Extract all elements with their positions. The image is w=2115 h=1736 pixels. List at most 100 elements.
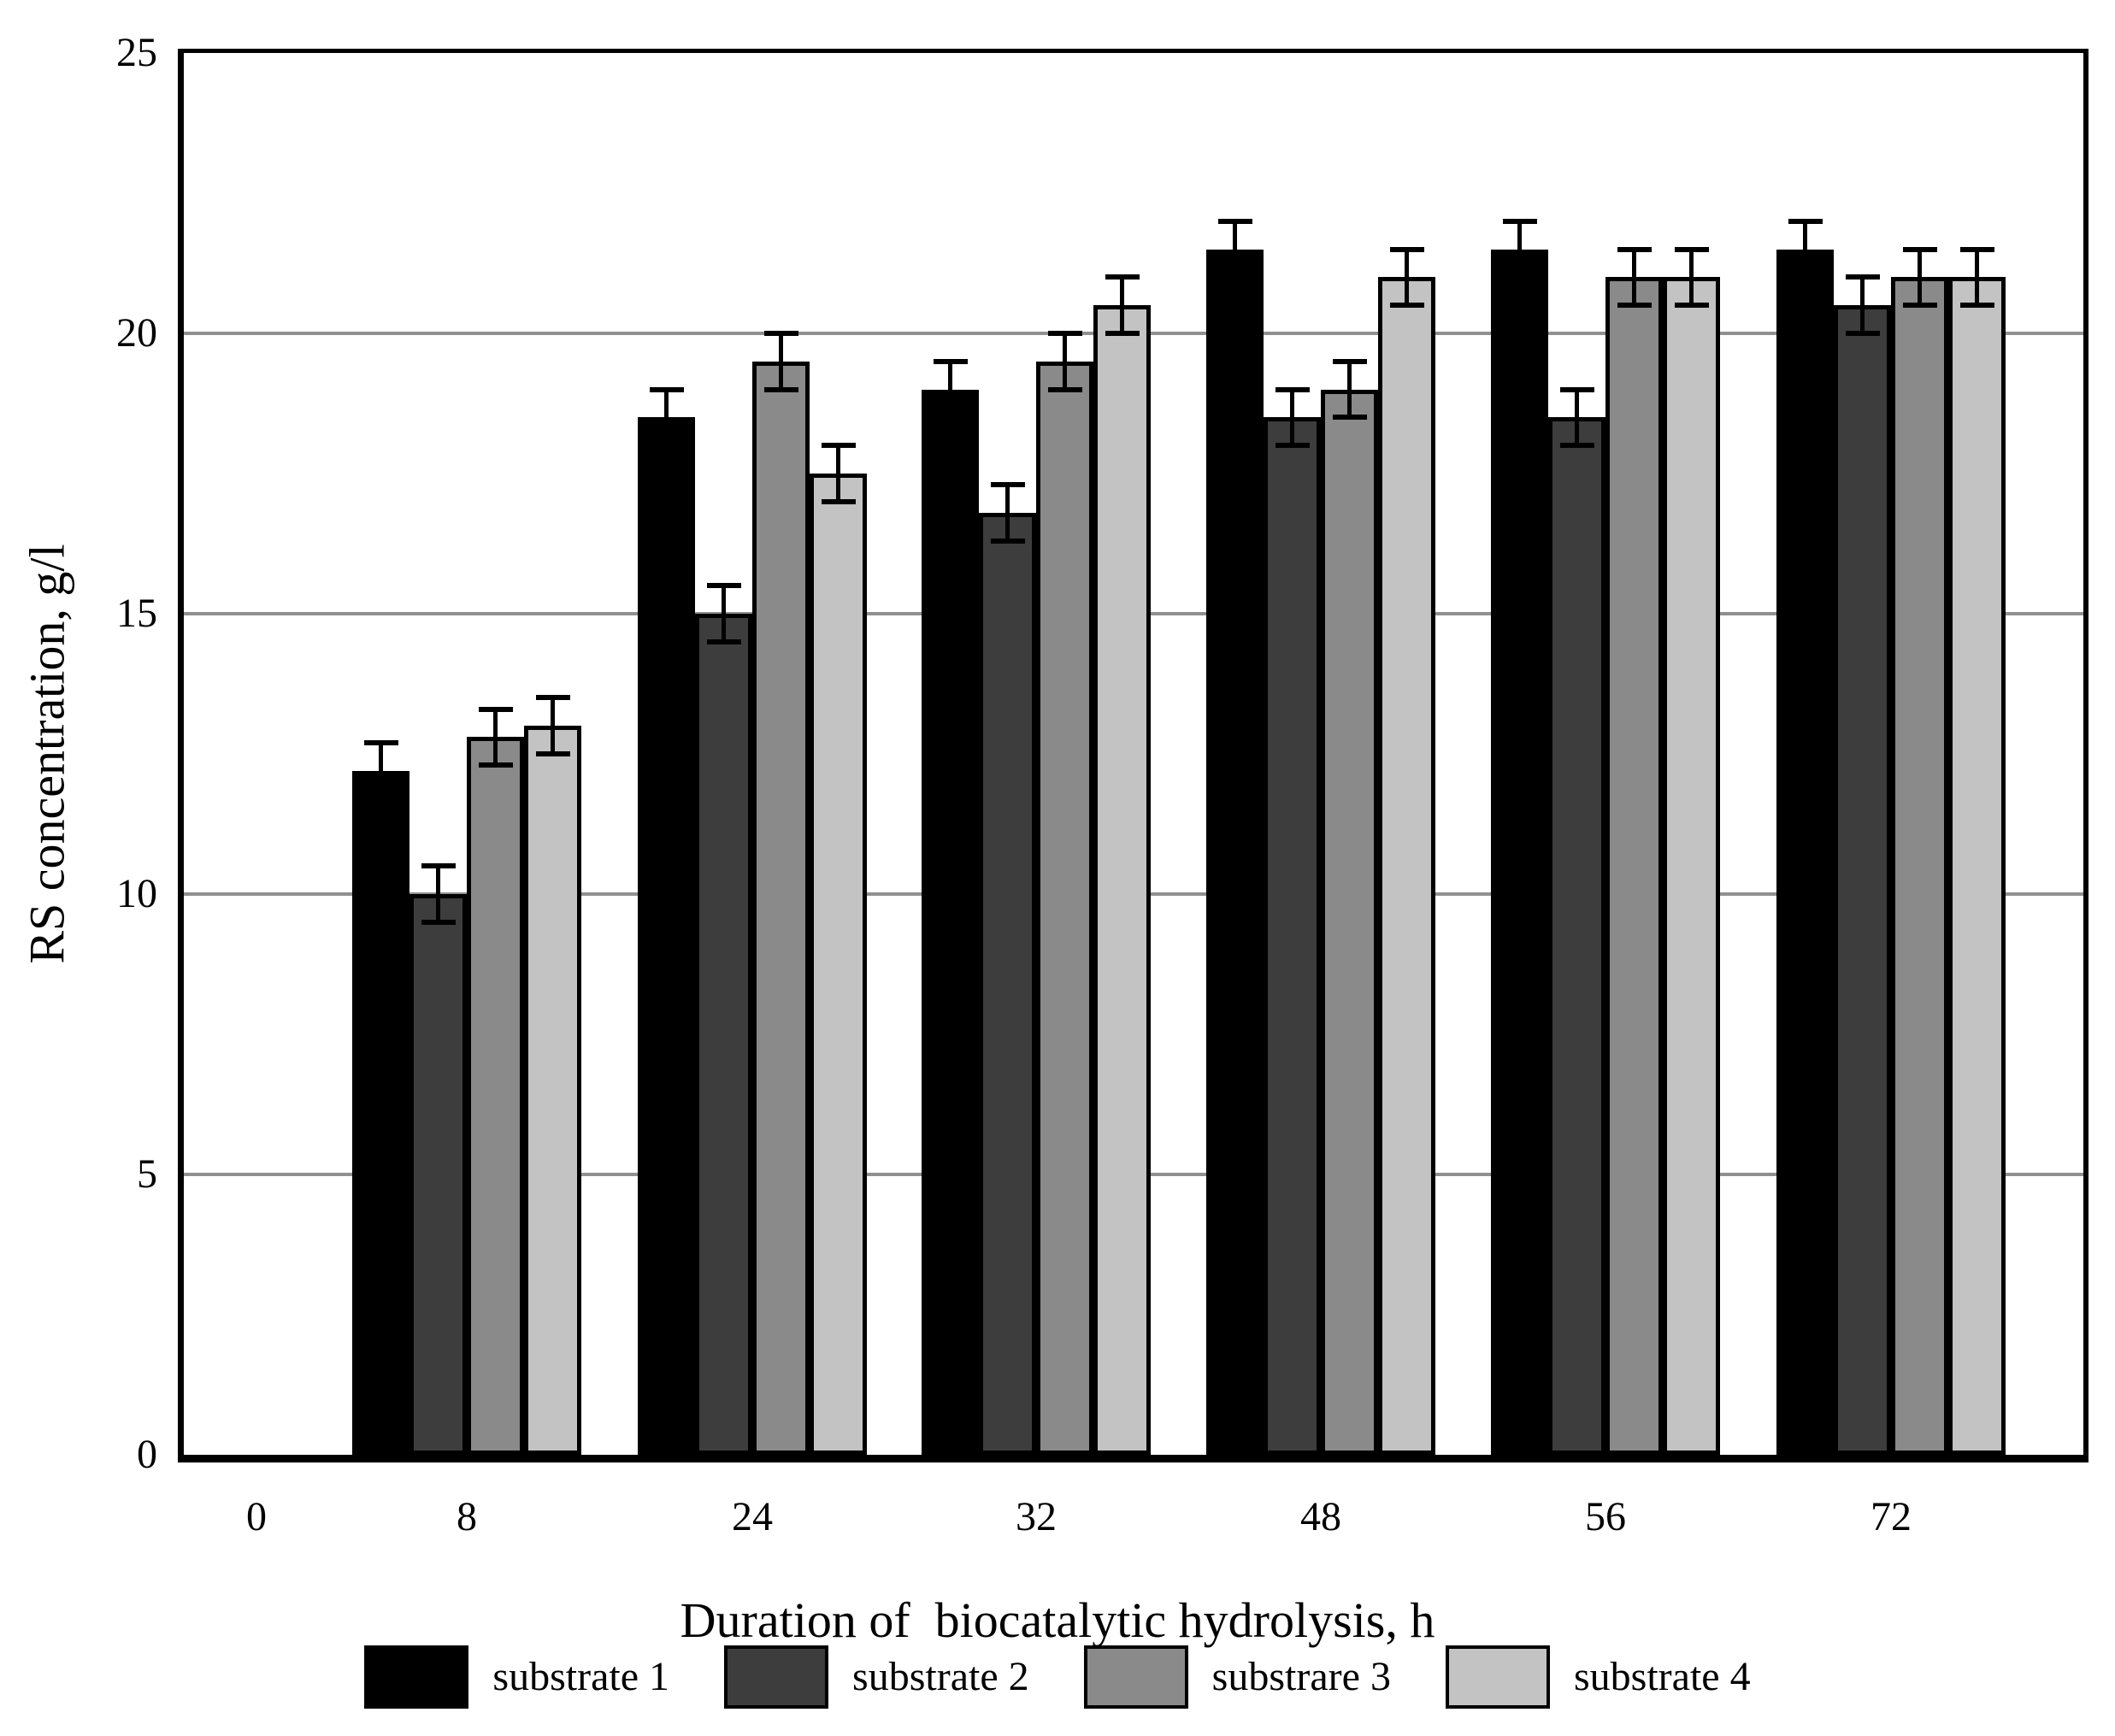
- bar-substrare-3-72h: [1891, 277, 1948, 1455]
- bar-substrate-2-56h: [1548, 417, 1605, 1455]
- error-bar-substrate-1-48h: [1233, 221, 1237, 278]
- bar-substrate-1-56h: [1491, 249, 1548, 1455]
- error-bar-substrare-3-56h: [1632, 249, 1636, 306]
- error-bar-substrate-2-56h: [1575, 389, 1579, 446]
- error-bar-cap: [1275, 443, 1310, 449]
- error-bar-cap: [933, 358, 968, 364]
- x-tick-label-56: 56: [1585, 1494, 1626, 1539]
- legend-label: substrare 3: [1211, 1654, 1391, 1699]
- bar-substrate-1-48h: [1206, 249, 1264, 1455]
- error-bar-cap: [990, 538, 1025, 544]
- y-tick-label-20: 20: [116, 310, 157, 356]
- bar-substrate-2-48h: [1264, 417, 1321, 1455]
- x-tick-label-8: 8: [457, 1494, 477, 1539]
- error-bar-cap: [1332, 415, 1367, 421]
- bar-substrate-1-24h: [638, 417, 695, 1455]
- error-bar-substrate-4-32h: [1120, 277, 1124, 333]
- error-bar-cap: [1217, 274, 1252, 280]
- x-tick-label-24: 24: [732, 1494, 773, 1539]
- error-bar-cap: [649, 443, 684, 449]
- error-bar-substrare-3-48h: [1347, 361, 1352, 418]
- error-bar-cap: [363, 739, 398, 745]
- bar-substrate-4-56h: [1663, 277, 1720, 1455]
- bar-substrare-3-56h: [1605, 277, 1663, 1455]
- error-bar-cap: [1047, 386, 1082, 392]
- error-bar-cap: [1502, 274, 1537, 280]
- error-bar-substrare-3-32h: [1063, 333, 1067, 390]
- error-bar-cap: [821, 443, 856, 449]
- error-bar-substrate-4-56h: [1689, 249, 1694, 306]
- error-bar-substrare-3-8h: [493, 709, 498, 766]
- bar-substrate-2-8h: [409, 894, 467, 1455]
- y-tick-label-25: 25: [116, 30, 157, 75]
- error-bar-cap: [1788, 274, 1823, 280]
- error-bar-cap: [535, 695, 570, 701]
- y-tick-label-10: 10: [116, 871, 157, 916]
- error-bar-cap: [1617, 303, 1652, 309]
- bar-substrare-3-8h: [467, 737, 524, 1455]
- error-bar-substrate-4-8h: [551, 697, 555, 754]
- error-bar-cap: [1105, 274, 1140, 280]
- x-tick-label-0: 0: [246, 1494, 267, 1539]
- error-bar-cap: [1674, 303, 1709, 309]
- error-bar-cap: [763, 331, 798, 336]
- legend-item-substrate-1: substrate 1: [364, 1645, 669, 1709]
- bar-substrate-4-8h: [524, 726, 581, 1455]
- error-bar-cap: [1617, 246, 1652, 252]
- legend-swatch-substrate-1: [364, 1645, 469, 1709]
- legend-label: substrate 1: [492, 1654, 670, 1699]
- bar-substrate-4-24h: [810, 474, 867, 1455]
- error-bar-cap: [478, 762, 513, 768]
- error-bar-substrate-1-24h: [664, 389, 669, 446]
- error-bar-cap: [1559, 443, 1594, 449]
- error-bar-cap: [1389, 246, 1424, 252]
- error-bar-substrate-2-72h: [1860, 277, 1865, 333]
- bar-substrate-1-32h: [922, 389, 979, 1455]
- bar-substrate-1-72h: [1776, 249, 1834, 1455]
- error-bar-cap: [421, 863, 456, 869]
- error-bar-cap: [990, 482, 1025, 488]
- error-bar-cap: [1105, 331, 1140, 336]
- error-bar-cap: [706, 583, 741, 589]
- legend: substrate 1 substrate 2 substrare 3 substra…: [0, 1645, 2115, 1709]
- bar-substrate-4-48h: [1378, 277, 1435, 1455]
- error-bar-cap: [1959, 303, 1994, 309]
- error-bar-cap: [1959, 246, 1994, 252]
- error-bar-cap: [933, 415, 968, 421]
- y-tick-label-15: 15: [116, 591, 157, 636]
- error-bar-cap: [1845, 274, 1880, 280]
- error-bar-cap: [1902, 246, 1937, 252]
- bar-substrate-4-32h: [1093, 305, 1151, 1455]
- plot-area: [178, 49, 2088, 1462]
- error-bar-cap: [1389, 303, 1424, 309]
- legend-item-substrate-4: substrate 4: [1445, 1645, 1751, 1709]
- error-bar-substrate-2-24h: [722, 586, 726, 642]
- error-bar-substrate-1-32h: [948, 361, 952, 418]
- legend-swatch-substrare-3: [1083, 1645, 1188, 1709]
- legend-label: substrate 2: [852, 1654, 1029, 1699]
- error-bar-cap: [535, 751, 570, 756]
- bar-substrate-1-8h: [352, 770, 409, 1455]
- error-bar-cap: [478, 706, 513, 712]
- legend-label: substrate 4: [1573, 1654, 1751, 1699]
- error-bar-substrate-2-32h: [1005, 485, 1010, 541]
- legend-item-substrate-2: substrate 2: [724, 1645, 1029, 1709]
- bar-substrate-2-24h: [695, 614, 752, 1455]
- error-bar-cap: [1674, 246, 1709, 252]
- error-bar-substrate-1-72h: [1803, 221, 1807, 278]
- error-bar-cap: [1047, 331, 1082, 336]
- x-tick-label-48: 48: [1300, 1494, 1341, 1539]
- bar-substrare-3-24h: [752, 361, 810, 1455]
- error-bar-cap: [363, 796, 398, 802]
- error-bar-cap: [1502, 218, 1537, 224]
- x-tick-label-72: 72: [1871, 1494, 1912, 1539]
- legend-swatch-substrate-4: [1445, 1645, 1550, 1709]
- error-bar-cap: [1332, 358, 1367, 364]
- error-bar-substrate-4-72h: [1975, 249, 1979, 306]
- error-bar-cap: [421, 919, 456, 925]
- bar-substrare-3-32h: [1036, 361, 1093, 1455]
- error-bar-cap: [1217, 218, 1252, 224]
- error-bar-substrate-2-48h: [1290, 389, 1294, 446]
- bar-substrare-3-48h: [1321, 389, 1378, 1455]
